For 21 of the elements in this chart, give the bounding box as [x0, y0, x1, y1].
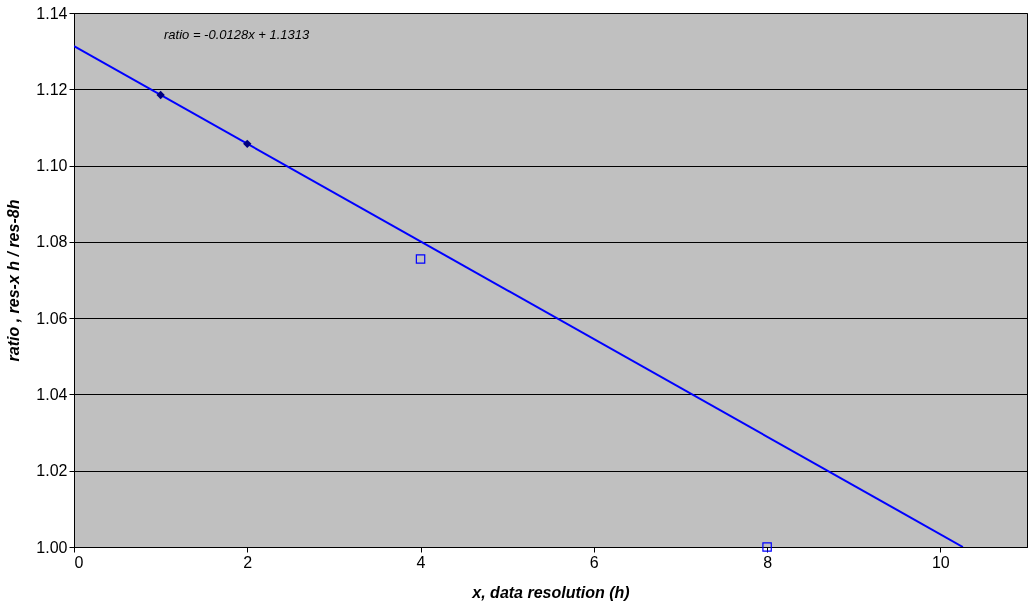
x-tick-label: 6	[589, 553, 599, 571]
x-tick-label: 10	[931, 553, 950, 571]
x-tick-label: 4	[416, 553, 426, 571]
x-tick-label: 2	[243, 553, 253, 571]
annotation: ratio = -0.0128x + 1.1313	[164, 27, 311, 42]
y-tick-label: 1.06	[36, 309, 68, 327]
point	[415, 254, 426, 264]
x-tick-label: 8	[763, 553, 773, 571]
y-axis-title: ratio , res-x h / res-8h	[5, 199, 23, 362]
y-tick-label: 1.02	[36, 462, 68, 480]
y-tick-label: 1.00	[36, 538, 68, 556]
y-tick-label: 1.10	[36, 157, 68, 175]
y-tick-label: 1.04	[36, 385, 68, 403]
x-axis-title: x, data resolution (h)	[471, 583, 630, 601]
point	[156, 90, 165, 100]
y-tick-label: 1.12	[36, 80, 68, 98]
y-tick-label: 1.08	[36, 233, 68, 251]
point	[243, 139, 252, 149]
x-tick-label: 0	[74, 553, 84, 571]
y-tick-label: 1.14	[36, 4, 68, 22]
point	[762, 542, 772, 552]
